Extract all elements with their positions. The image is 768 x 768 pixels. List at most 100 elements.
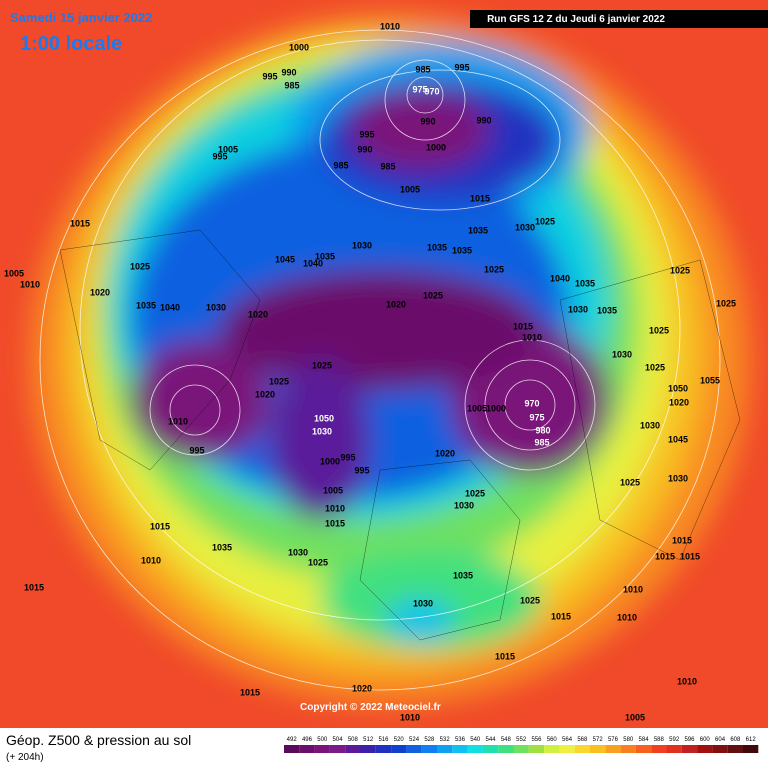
isobar-label: 1030 [454,500,474,510]
isobar-label: 1020 [386,299,406,309]
scale-label: 556 [531,737,542,743]
scale-label: 592 [669,737,680,743]
forecast-lead: (+ 204h) [6,752,44,763]
isobar-label: 1010 [325,503,345,513]
scale-label: 584 [639,737,650,743]
isobar-label: 1010 [522,332,542,342]
scale-label: 564 [562,737,573,743]
scale-swatch [513,745,529,753]
isobar-label: 1005 [4,268,24,278]
date: Samedi 15 janvier 2022 [10,10,152,25]
isobar-label: 970 [524,398,539,408]
isobar-label: 1040 [550,273,570,283]
isobar-label: 1015 [325,518,345,528]
isobar-label: 975 [412,84,427,94]
scale-swatch [559,745,575,753]
isobar-label: 1035 [427,242,447,252]
isobar-label: 1010 [168,416,188,426]
scale-swatch [635,745,652,753]
scale-swatch [467,745,483,753]
scale-swatch [666,745,682,753]
scale-label: 560 [547,737,558,743]
coastlines [59,229,741,641]
isobar-lines [39,29,721,691]
isobar-label: 1005 [400,184,420,194]
isobar-label: 1055 [700,375,720,385]
isobar-label: 1010 [623,584,643,594]
isobar-label: 1015 [672,535,692,545]
scale-swatch [697,745,713,753]
isobar-label: 1005 [467,403,487,413]
scale-swatch [391,745,407,753]
scale-swatch [314,745,330,753]
scale-label: 540 [470,737,481,743]
scale-label: 544 [486,737,497,743]
isobar-label: 1025 [465,488,485,498]
isobar-label: 995 [454,62,469,72]
scale-swatch [437,745,453,753]
isobar-label: 990 [420,116,435,126]
scale-swatch [406,745,422,753]
isobar-label: 990 [281,67,296,77]
isobar-label: 1000 [289,42,309,52]
isobar-label: 1015 [680,551,700,561]
scale-swatch [329,745,346,753]
local-time: 1:00 locale [20,33,122,55]
isobar-label: 1010 [380,21,400,31]
isobar-label: 1005 [625,712,645,722]
scale-swatch [574,745,590,753]
isobar-label: 1035 [453,570,473,580]
isobar-label: 1035 [468,225,488,235]
scale-label: 580 [623,737,634,743]
isobar-label: 1030 [612,349,632,359]
scale-label: 588 [654,737,665,743]
scale-label: 600 [700,737,711,743]
isobar-label: 1000 [320,456,340,466]
isobar-label: 1030 [668,473,688,483]
scale-label: 516 [378,737,389,743]
isobar-label: 1030 [288,547,308,557]
scale-swatch [727,745,743,753]
scale-label: 568 [577,737,588,743]
isobar-label: 1015 [470,193,490,203]
isobar-label: 990 [357,144,372,154]
scale-swatch [712,745,728,753]
isobar-label: 1020 [248,309,268,319]
isobar-label: 1005 [218,144,238,154]
scale-swatch [528,745,545,753]
isobar-label: 1030 [515,222,535,232]
scale-label: 576 [608,737,619,743]
scale-label: 532 [440,737,451,743]
isobar-label: 1005 [323,485,343,495]
isobar-label: 1025 [130,261,150,271]
isobar-label: 1035 [452,245,472,255]
isobar-label: 1010 [141,555,161,565]
scale-label: 612 [746,737,757,743]
isobar-label: 1010 [617,612,637,622]
scale-swatch [345,745,361,753]
isobar-label: 1020 [352,683,372,693]
isobar-label: 1030 [640,420,660,430]
isobar-label: 1015 [655,551,675,561]
scale-swatch [360,745,376,753]
scale-swatch [375,745,392,753]
scale-swatch [421,745,437,753]
isobar-label: 1035 [136,300,156,310]
isobar-label: 1025 [308,557,328,567]
isobar-label: 1000 [426,142,446,152]
isobar-label: 995 [340,452,355,462]
scale-label: 528 [424,737,435,743]
isobar-label: 1030 [312,426,332,436]
isobar-label: 1030 [413,598,433,608]
scale-swatch [743,745,759,753]
scale-label: 552 [516,737,527,743]
isobar-label: 1015 [495,651,515,661]
isobar-label: 1035 [315,251,335,261]
scale-swatch [452,745,468,753]
isobar-label: 1020 [90,287,110,297]
color-scale: 492 496 500 504 508 512 516 520 524 528 532 536 540 5… [284,737,759,753]
isobar-label: 1020 [669,397,689,407]
isobar-label: 1015 [551,611,571,621]
isobar-label: 1015 [24,582,44,592]
